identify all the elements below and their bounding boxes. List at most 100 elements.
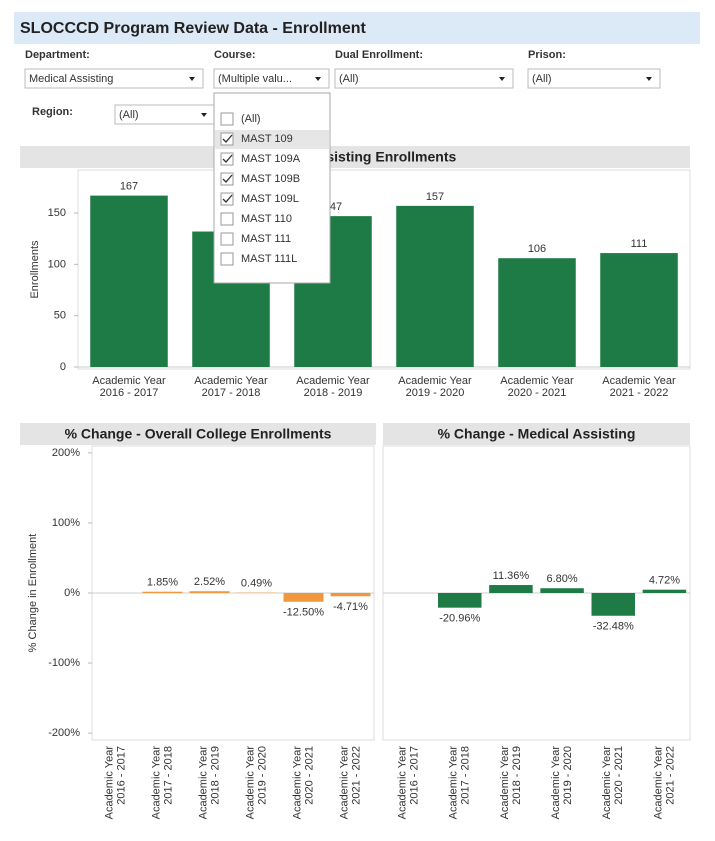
bar (438, 593, 482, 608)
x-tick-label: 2020 - 2021 (303, 746, 315, 805)
check-mark (222, 154, 233, 163)
y-tick-label: 100% (52, 517, 80, 529)
checkbox[interactable] (220, 152, 234, 166)
filter-dropdown[interactable] (213, 68, 330, 89)
bar (540, 588, 584, 593)
check-mark (222, 194, 233, 203)
checkbox[interactable] (220, 132, 234, 146)
check-mark (222, 174, 233, 183)
y-tick-label: 150 (48, 207, 66, 219)
x-tick-label: 2020 - 2021 (508, 387, 567, 399)
x-tick-label: 2016 - 2017 (408, 746, 420, 805)
plot-frame (77, 169, 691, 370)
list-item-label[interactable]: MAST 111L (241, 253, 297, 265)
filter-value: (All) (119, 109, 139, 121)
x-tick-label: Academic Year (448, 746, 460, 820)
dropdown-arrow (315, 77, 321, 81)
data-label: 106 (528, 243, 546, 255)
y-tick-label: 100 (48, 258, 66, 270)
data-label: 2.52% (194, 576, 225, 588)
x-tick-label: 2019 - 2020 (406, 387, 465, 399)
bar (283, 593, 324, 602)
data-label: 167 (120, 181, 138, 193)
dropdown-arrow (499, 77, 505, 81)
x-tick-label: Academic Year (194, 375, 268, 387)
x-tick-label: Academic Year (500, 375, 574, 387)
checkbox[interactable] (220, 192, 234, 206)
bar (396, 205, 474, 367)
filter-dropdown[interactable] (527, 68, 661, 89)
dropdown-arrow (189, 77, 195, 81)
x-tick-label: Academic Year (396, 746, 408, 820)
y-tick-label: 200% (52, 447, 80, 459)
x-tick-label: Academic Year (244, 746, 256, 820)
data-label: 157 (426, 191, 444, 203)
list-item-label[interactable]: MAST 110 (241, 213, 292, 225)
bar (591, 593, 635, 616)
y-tick-label: 50 (54, 310, 66, 322)
list-item-label[interactable]: MAST 109L (241, 193, 299, 205)
x-tick-label: Academic Year (92, 375, 166, 387)
x-tick-label: Academic Year (296, 375, 370, 387)
list-item-label[interactable]: MAST 109B (241, 173, 300, 185)
x-tick-label: 2021 - 2022 (664, 746, 676, 805)
checkbox[interactable] (220, 252, 234, 266)
filter-dropdown[interactable] (334, 68, 514, 89)
x-tick-label: 2017 - 2018 (460, 746, 472, 805)
check-mark (222, 134, 233, 143)
chart-title-band (383, 423, 690, 445)
list-item-label[interactable]: MAST 109A (241, 153, 301, 165)
x-tick-label: Academic Year (550, 746, 562, 820)
list-highlight (215, 130, 329, 149)
bar (90, 195, 168, 367)
checkbox[interactable] (220, 112, 234, 126)
data-label: -4.71% (333, 601, 368, 613)
data-label: 1.85% (147, 577, 178, 589)
x-tick-label: 2017 - 2018 (162, 746, 174, 805)
filter-label: Prison: (528, 49, 566, 61)
y-axis-label: Enrollments (29, 240, 41, 299)
filter-dropdown[interactable] (24, 68, 204, 89)
filter-value: (Multiple valu... (218, 73, 292, 85)
x-tick-label: 2016 - 2017 (115, 746, 127, 805)
list-item-label[interactable]: MAST 109 (241, 133, 293, 145)
data-label: -20.96% (439, 613, 480, 625)
data-label: 11.36% (493, 570, 530, 582)
data-label: -32.48% (593, 621, 634, 633)
x-tick-label: Academic Year (291, 746, 303, 820)
x-tick-label: 2018 - 2019 (209, 746, 221, 805)
list-item-label[interactable]: MAST 111 (241, 233, 291, 245)
list-item-label[interactable]: (All) (241, 113, 261, 125)
y-tick-label: -200% (48, 727, 80, 739)
filter-label: Department: (25, 49, 90, 61)
x-tick-label: 2019 - 2020 (256, 746, 268, 805)
filter-label: Dual Enrollment: (335, 49, 423, 61)
x-tick-label: Academic Year (103, 746, 115, 820)
data-label: -12.50% (283, 607, 324, 619)
filter-value: Medical Assisting (29, 73, 113, 85)
bar (142, 591, 183, 593)
data-label: 0.49% (241, 578, 272, 590)
x-tick-label: Academic Year (197, 746, 209, 820)
x-tick-label: Academic Year (601, 746, 613, 820)
data-label: 111 (631, 238, 648, 250)
x-tick-label: Academic Year (499, 746, 511, 820)
x-tick-label: 2018 - 2019 (511, 746, 523, 805)
x-tick-label: 2021 - 2022 (350, 746, 362, 805)
chart-title: % Change - Overall College Enrollments (65, 426, 332, 442)
x-tick-label: Academic Year (602, 375, 676, 387)
x-tick-label: Academic Year (338, 746, 350, 820)
x-tick-label: 2021 - 2022 (610, 387, 669, 399)
header-bar (14, 12, 700, 44)
bar (600, 253, 678, 367)
y-tick-label: 0 (60, 361, 66, 373)
checkbox[interactable] (220, 232, 234, 246)
y-tick-label: 0% (64, 587, 80, 599)
x-tick-label: Academic Year (398, 375, 472, 387)
checkbox[interactable] (220, 212, 234, 226)
x-tick-label: 2016 - 2017 (100, 387, 159, 399)
filter-label: Region: (32, 106, 73, 118)
checkbox[interactable] (220, 172, 234, 186)
filter-value: (All) (339, 73, 359, 85)
bar (330, 593, 371, 597)
